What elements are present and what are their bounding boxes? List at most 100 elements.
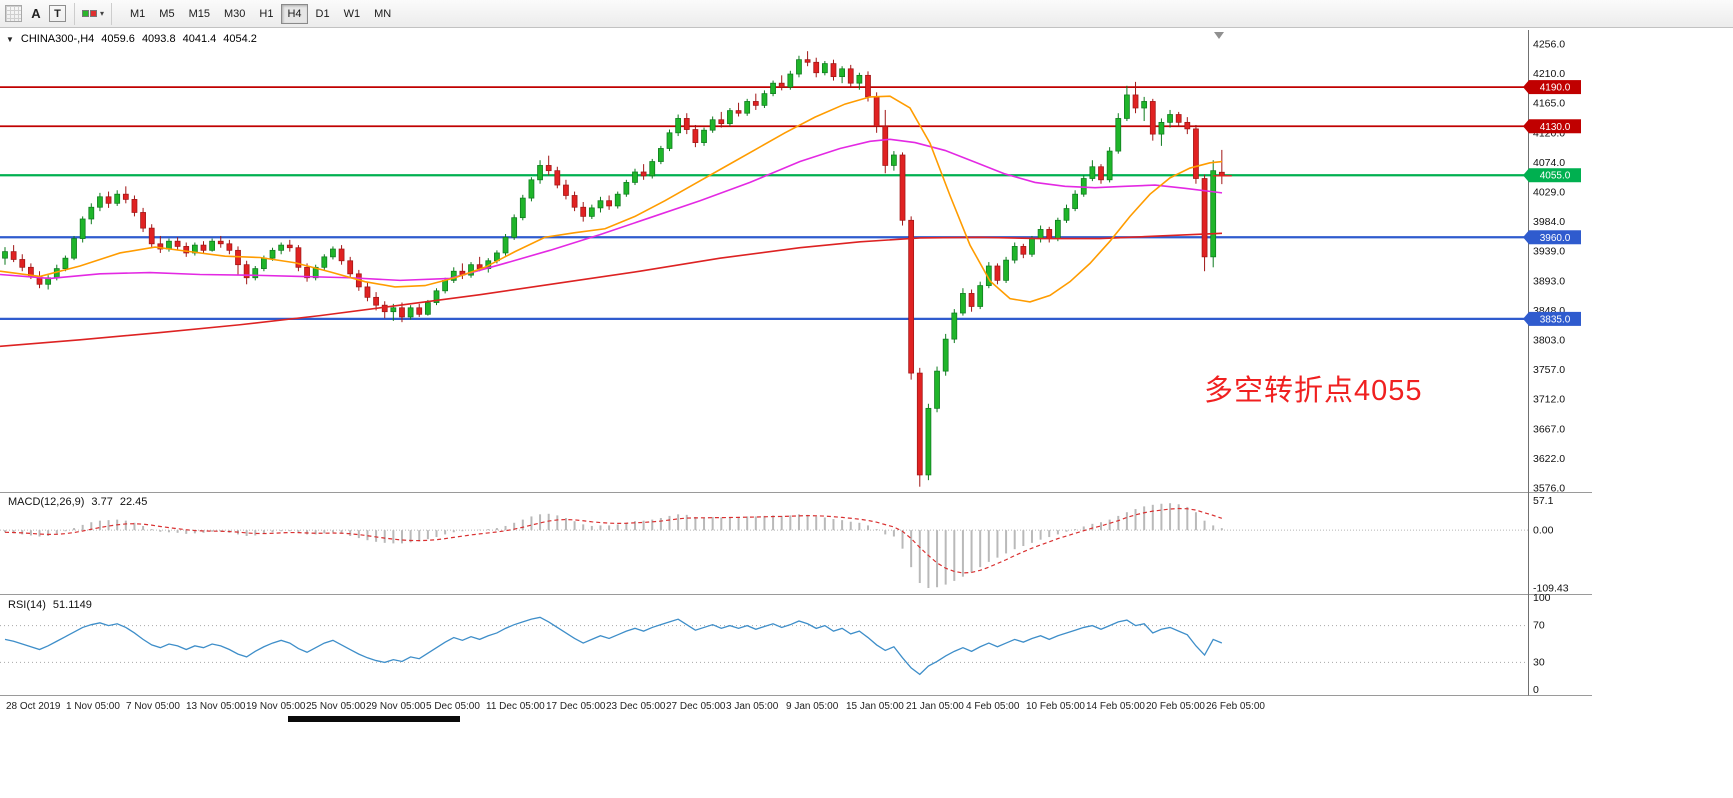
hlines-layer <box>0 86 1528 320</box>
chart-text-annotation[interactable]: 多空转折点4055 <box>1204 375 1423 407</box>
candle-body <box>347 260 354 275</box>
candle-body <box>891 154 897 166</box>
macd-axis-label: 0.00 <box>1533 525 1554 537</box>
candle-body <box>2 251 8 259</box>
moving-averages-layer <box>0 95 1232 348</box>
grid-icon[interactable] <box>5 5 22 22</box>
candle-body <box>563 184 569 196</box>
price-badge-label: 3835.0 <box>1540 314 1571 325</box>
price-axis-label: 4210.0 <box>1533 68 1565 80</box>
price-axis-label: 3757.0 <box>1533 364 1565 376</box>
candle-body <box>1046 229 1053 239</box>
price-badge <box>1529 311 1581 326</box>
candle-body <box>1184 121 1191 130</box>
candle-body <box>1167 114 1173 123</box>
candle-body <box>761 93 768 106</box>
candle-body <box>399 307 405 318</box>
price-axis-label: 4074.0 <box>1533 157 1565 169</box>
candle-body <box>597 200 604 209</box>
time-axis-label: 25 Nov 05:00 <box>306 701 366 712</box>
time-axis-label: 13 Nov 05:00 <box>186 701 246 712</box>
candle-body <box>321 256 328 268</box>
candle-body <box>79 218 86 239</box>
candle-body <box>1020 246 1027 255</box>
candle-body <box>692 129 699 143</box>
colors-tool-button[interactable]: ▾ <box>80 9 106 18</box>
time-axis-label: 1 Nov 05:00 <box>66 701 120 712</box>
candle-body <box>416 307 423 315</box>
candle-body <box>71 238 77 259</box>
timeframe-m30-button[interactable]: M30 <box>218 4 251 24</box>
candle-body <box>916 372 923 476</box>
candle-body <box>183 246 190 254</box>
timeframe-m1-button[interactable]: M1 <box>124 4 151 24</box>
timeframe-h1-button[interactable]: H1 <box>253 4 279 24</box>
candle-body <box>718 119 725 125</box>
candle-body <box>787 73 794 88</box>
candle-body <box>330 248 336 258</box>
text-tool-button[interactable]: T <box>49 5 66 22</box>
time-axis-label: 14 Feb 05:00 <box>1086 701 1145 712</box>
candle-body <box>994 265 1001 281</box>
candle-body <box>960 293 966 314</box>
timeframe-w1-button[interactable]: W1 <box>338 4 367 24</box>
candle-body <box>968 293 975 307</box>
candle-body <box>157 243 164 250</box>
timeframe-mn-button[interactable]: MN <box>368 4 397 24</box>
candle-body <box>1037 229 1044 239</box>
taskbar-fragment <box>288 716 460 722</box>
time-axis[interactable]: 28 Oct 2019 1 Nov 05:00 7 Nov 05:00 13 Nov … <box>6 701 1265 712</box>
chart-canvas[interactable]: 4256.04210.04165.04120.04074.04029.03984… <box>0 29 1733 720</box>
candle-body <box>821 63 828 74</box>
chart-dropdown-icon[interactable]: ▼ <box>6 34 14 44</box>
candle-body <box>1072 193 1078 209</box>
candle-body <box>502 236 509 254</box>
timeframe-m15-button[interactable]: M15 <box>183 4 216 24</box>
candle-body <box>390 307 397 313</box>
candle-body <box>1132 94 1139 109</box>
macd-signal-value: 22.45 <box>119 496 148 508</box>
chart-shift-marker-icon[interactable] <box>1214 32 1224 39</box>
candle-body <box>166 240 172 250</box>
timeframe-d1-button[interactable]: D1 <box>310 4 336 24</box>
time-axis-label: 5 Dec 05:00 <box>426 701 480 712</box>
candle-body <box>744 101 751 114</box>
time-axis-label: 27 Dec 05:00 <box>666 701 726 712</box>
candle-body <box>1158 121 1165 135</box>
candle-body <box>1089 166 1096 179</box>
macd-name: MACD(12,26,9) <box>8 496 85 508</box>
candle-body <box>381 304 388 313</box>
price-axis-label: 3803.0 <box>1533 335 1565 347</box>
time-axis-label: 21 Jan 05:00 <box>906 701 964 712</box>
timeframe-m5-button[interactable]: M5 <box>153 4 180 24</box>
timeframe-h4-button[interactable]: H4 <box>281 3 308 24</box>
ma-fast-orange <box>0 95 1223 303</box>
rsi-axis-label: 100 <box>1533 592 1551 604</box>
ohlc-open: 4059.6 <box>101 33 135 45</box>
candle-body <box>856 74 863 84</box>
candle-body <box>131 199 138 213</box>
price-axis-label: 4165.0 <box>1533 98 1565 110</box>
cursor-tool-button[interactable]: A <box>26 3 46 25</box>
candle-body <box>373 296 379 306</box>
candle-body <box>882 125 889 166</box>
price-axis-label: 4256.0 <box>1533 39 1565 51</box>
candle-body <box>545 165 552 172</box>
toolbar-separator <box>111 2 113 25</box>
candle-body <box>278 244 285 251</box>
macd-signal-line <box>4 507 1223 574</box>
rsi-axis-label: 0 <box>1533 684 1539 696</box>
candle-body <box>1029 238 1035 255</box>
price-badge <box>1529 119 1581 134</box>
candle-body <box>442 279 449 292</box>
candle-body <box>813 61 820 74</box>
candle-body <box>1210 170 1217 258</box>
candle-body <box>295 247 302 268</box>
time-axis-label: 9 Jan 05:00 <box>786 701 839 712</box>
candle-body <box>1193 128 1199 179</box>
candle-body <box>925 407 932 476</box>
candle-body <box>770 82 776 94</box>
price-axis-label: 3939.0 <box>1533 246 1565 258</box>
chart-header: ▼ CHINA300-,H4 4059.6 4093.8 4041.4 4054… <box>6 33 257 45</box>
